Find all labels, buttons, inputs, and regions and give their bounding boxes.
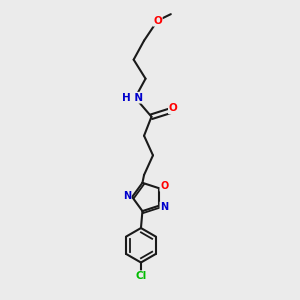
- Text: N: N: [160, 202, 169, 212]
- Text: O: O: [153, 16, 162, 26]
- Text: O: O: [169, 103, 178, 113]
- Text: N: N: [123, 191, 131, 201]
- Text: O: O: [160, 181, 169, 191]
- Text: H N: H N: [122, 93, 143, 103]
- Text: Cl: Cl: [135, 271, 147, 281]
